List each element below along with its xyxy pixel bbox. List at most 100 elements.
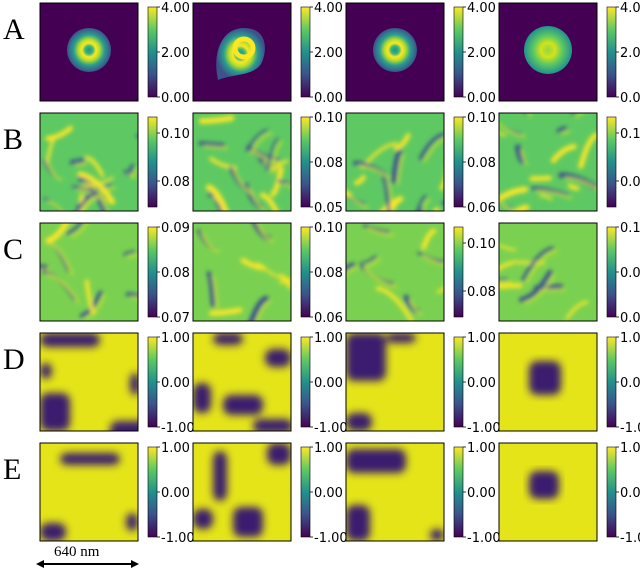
colorbar-tick-label: 0.00 [161,486,190,501]
row-d: D 1.00 0.00 -1.00 1.00 0.00 -1.00 1.00 0.00 -1.00… [3,331,640,436]
colorbar-gradient [606,226,617,318]
heatmap-image [40,333,138,431]
colorbar-tick-label: 0.10 [620,221,640,236]
row-label: A [3,13,25,46]
colorbar-gradient [147,446,158,538]
colorbar-tick-label: -1.00 [161,531,195,546]
panel-d-1: 1.00 0.00 -1.00 [39,331,195,436]
colorbar-tick-label: 0.00 [161,376,190,391]
colorbar: 1.00 0.00 -1.00 [147,441,195,546]
panel-frame [39,2,139,102]
colorbar-gradient [606,336,617,428]
panel-c-2: 0.10 0.08 0.06 [192,221,343,326]
colorbar: 1.00 0.00 -1.00 [606,331,640,436]
panel-e-1: 1.00 0.00 -1.00 [39,441,195,546]
heatmap-image [40,113,138,211]
colorbar-tick-label: 0.00 [314,486,343,501]
panel-frame [39,442,139,542]
colorbar-gradient [147,6,158,98]
panel-frame [498,332,598,432]
heatmap-image [40,3,138,101]
colorbar-tick-label: 0.10 [314,221,343,236]
heatmap-image [499,443,597,541]
colorbar-tick-label: 0.00 [467,91,496,106]
row-e: E 1.00 0.00 -1.00 1.00 0.00 -1.00 1.00 0.00 -1.00… [3,441,640,546]
colorbar-gradient [453,6,464,98]
heatmap-image [193,443,291,541]
panel-d-2: 1.00 0.00 -1.00 [192,331,348,436]
panel-a-4: 4.00 2.00 0.00 [498,1,640,106]
colorbar-tick-label: 1.00 [620,441,640,456]
colorbar-tick-label: 0.00 [620,376,640,391]
colorbar-tick-label: 0.05 [314,201,343,216]
colorbar-gradient [300,116,311,208]
panel-frame [345,2,445,102]
colorbar-tick-label: 0.10 [161,127,190,142]
colorbar-tick-label: 1.00 [467,441,496,456]
colorbar-tick-label: -1.00 [467,421,501,436]
row-a: A4.002.000.004.002.000.004.002.000.004.0… [3,1,640,106]
colorbar-tick-label: 0.00 [467,486,496,501]
panel-d-3: 1.00 0.00 -1.00 [345,331,501,436]
colorbar-gradient [147,226,158,318]
colorbar: 4.00 2.00 0.00 [147,1,190,106]
heatmap-image [499,333,597,431]
panel-b-1: 0.10 0.08 [39,112,190,212]
heatmap-image [346,443,444,541]
panel-b-4: 0.10 0.08 [498,112,640,212]
colorbar-gradient [606,446,617,538]
colorbar-tick-label: 0.08 [161,175,190,190]
colorbar-tick-label: 0.10 [467,111,496,126]
panel-frame [39,112,139,212]
colorbar-tick-label: 0.08 [314,266,343,281]
panel-frame [498,222,598,322]
colorbar: 1.00 0.00 -1.00 [606,441,640,546]
panel-frame [345,222,445,322]
colorbar-tick-label: 1.00 [314,331,343,346]
panel-frame [192,442,292,542]
panel-frame [39,222,139,322]
colorbar-gradient [300,336,311,428]
colorbar-gradient [300,6,311,98]
panel-e-3: 1.00 0.00 -1.00 [345,441,501,546]
colorbar-tick-label: -1.00 [467,531,501,546]
colorbar: 1.00 0.00 -1.00 [147,331,195,436]
colorbar-tick-label: 0.07 [161,311,190,326]
panel-b-3: 0.10 0.08 0.06 [345,111,496,216]
colorbar-gradient [453,446,464,538]
colorbar-gradient [453,226,464,318]
row-label: D [3,343,25,376]
row-label: C [3,233,23,266]
colorbar-gradient [606,6,617,98]
heatmap-image [346,333,444,431]
colorbar-gradient [453,116,464,208]
panel-frame [39,332,139,432]
colorbar-gradient [453,336,464,428]
panel-frame [345,442,445,542]
panel-d-4: 1.00 0.00 -1.00 [498,331,640,436]
colorbar-tick-label: 0.08 [467,285,496,300]
colorbar-gradient [147,116,158,208]
colorbar-tick-label: 0.06 [467,201,496,216]
heatmap-image [499,113,597,211]
colorbar: 0.10 0.08 0.05 [300,111,343,216]
colorbar-tick-label: 2.00 [314,46,343,61]
heatmap-image [346,3,444,101]
colorbar-tick-label: 4.00 [161,1,190,16]
panel-c-3: 0.10 0.08 [345,222,496,322]
colorbar: 4.00 2.00 0.00 [453,1,496,106]
colorbar-tick-label: 1.00 [467,331,496,346]
panel-frame [192,2,292,102]
colorbar: 0.10 0.08 [147,116,190,208]
colorbar: 4.00 2.00 0.00 [300,1,343,106]
colorbar-tick-label: 0.00 [620,91,640,106]
colorbar-tick-label: 0.00 [161,91,190,106]
panel-a-3: 4.00 2.00 0.00 [345,1,496,106]
colorbar-tick-label: 2.00 [161,46,190,61]
colorbar: 1.00 0.00 -1.00 [300,331,348,436]
panel-b-2: 0.10 0.08 0.05 [192,111,343,216]
heatmap-image [193,113,291,211]
colorbar-tick-label: 0.08 [620,175,640,190]
colorbar-tick-label: 2.00 [620,46,640,61]
